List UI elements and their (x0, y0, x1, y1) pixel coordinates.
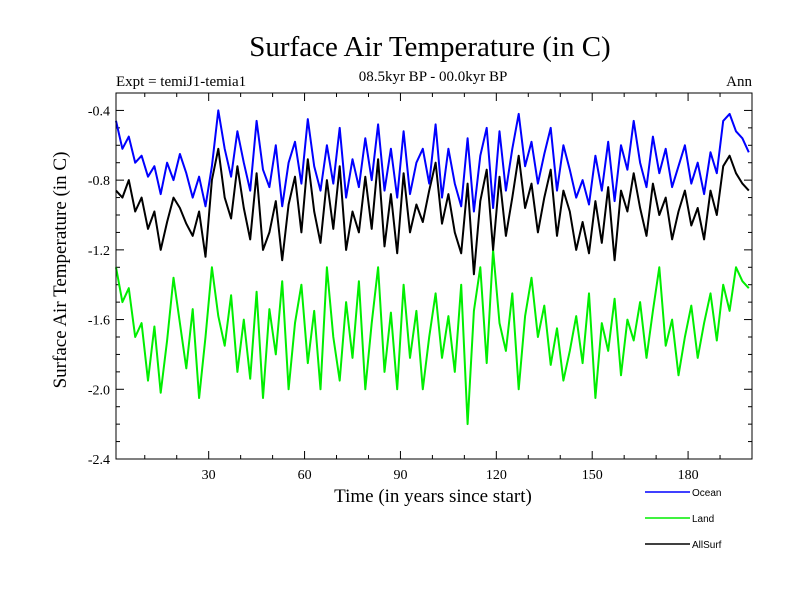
period-note: Ann (726, 74, 752, 90)
y-tick-label: -1.2 (88, 244, 110, 259)
x-tick-label: 150 (582, 468, 603, 483)
y-tick-label: -2.0 (88, 383, 110, 398)
y-tick-label: -0.8 (88, 174, 110, 189)
legend-label-ocean: Ocean (692, 488, 721, 499)
axis-ticks (116, 92, 752, 460)
legend-label-allsurf: AllSurf (692, 540, 722, 551)
y-tick-label: -2.4 (88, 453, 110, 468)
series-line-land (115, 248, 750, 426)
y-tick-label: -0.4 (88, 104, 110, 119)
series-lines (115, 109, 750, 426)
tick-labels: 30 60 90 120 150 180 -0.4 -0.8 -1.2 -1.6 -2.0 -2.4 (88, 104, 699, 483)
experiment-note: Expt = temiJ1-temia1 (116, 74, 246, 90)
plot-frame (115, 92, 753, 460)
x-tick-label: 30 (202, 468, 216, 483)
legend: Ocean Land AllSurf (645, 488, 722, 551)
x-tick-label: 60 (298, 468, 312, 483)
y-tick-label: -1.6 (88, 314, 110, 329)
legend-label-land: Land (692, 514, 714, 525)
y-axis-label: Surface Air Temperature (in C) (50, 152, 71, 389)
chart-subtitle: 08.5kyr BP - 00.0kyr BP (359, 69, 508, 85)
series-line-allsurf (115, 147, 750, 276)
x-axis-label: Time (in years since start) (334, 486, 532, 507)
x-tick-label: 90 (393, 468, 407, 483)
series-line-ocean (115, 109, 750, 213)
x-tick-label: 180 (678, 468, 699, 483)
x-tick-label: 120 (486, 468, 507, 483)
chart-title: Surface Air Temperature (in C) (249, 31, 610, 63)
